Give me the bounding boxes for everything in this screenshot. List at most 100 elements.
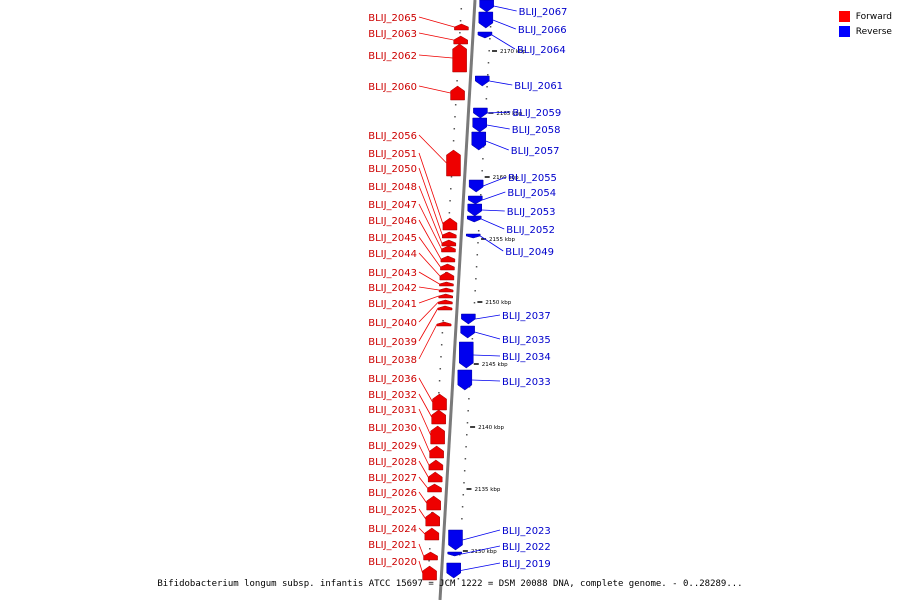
- forward-gene-arrow: [425, 511, 440, 527]
- forward-gene-label: BLIJ_2032: [368, 390, 417, 401]
- forward-gene-arrow: [438, 293, 453, 299]
- forward-leader-line: [418, 323, 438, 360]
- forward-leader-line: [418, 252, 441, 277]
- forward-leader-line: [418, 16, 455, 28]
- reverse-leader-line: [483, 176, 507, 187]
- forward-gene-arrow: [436, 321, 452, 327]
- forward-gene-arrow: [441, 245, 456, 253]
- forward-gene-label: BLIJ_2031: [368, 405, 417, 416]
- reverse-leader-line: [487, 111, 511, 114]
- reverse-leader-line: [485, 140, 509, 151]
- forward-gene-arrow: [442, 217, 458, 231]
- forward-gene-arrow: [439, 281, 454, 287]
- reverse-leader-line: [471, 379, 501, 382]
- reverse-gene-label: BLIJ_2019: [502, 559, 551, 570]
- track-dot: [485, 98, 488, 100]
- track-dot: [489, 38, 491, 40]
- reverse-gene-arrow: [448, 529, 463, 551]
- forward-leader-line: [418, 85, 451, 94]
- forward-gene-label: BLIJ_2042: [368, 283, 417, 294]
- track-dot: [487, 62, 490, 64]
- reverse-gene-arrow: [465, 233, 481, 239]
- forward-leader-line: [418, 295, 439, 304]
- forward-gene-arrow: [428, 459, 444, 471]
- track-dot: [450, 176, 453, 178]
- track-dot: [476, 254, 479, 256]
- forward-gene-arrow: [442, 231, 457, 239]
- reverse-leader-line: [480, 235, 504, 252]
- forward-leader-line: [418, 426, 431, 453]
- reverse-leader-line: [486, 124, 510, 130]
- track-dot: [463, 482, 465, 484]
- reverse-leader-line: [474, 331, 501, 340]
- forward-leader-line: [418, 408, 431, 436]
- tick-label: 2140 kbp: [478, 425, 504, 431]
- forward-leader-line: [418, 491, 427, 504]
- track-dot: [454, 104, 457, 106]
- reverse-gene-label: BLIJ_2055: [508, 173, 557, 184]
- track-dot: [448, 212, 451, 214]
- forward-leader-line: [418, 476, 428, 489]
- track-dot: [475, 278, 477, 280]
- track-dot: [457, 578, 460, 580]
- forward-leader-line: [418, 185, 443, 244]
- track-dot: [454, 116, 456, 118]
- genome-caption: Bifidobacterium longum subsp. infantis A…: [157, 579, 743, 589]
- forward-gene-arrow: [438, 287, 454, 293]
- reverse-leader-line: [473, 354, 501, 357]
- forward-gene-label: BLIJ_2040: [368, 318, 417, 329]
- reverse-leader-line: [489, 80, 513, 86]
- track-dot: [449, 200, 451, 202]
- forward-leader-line: [418, 236, 441, 268]
- reverse-gene-arrow: [475, 75, 490, 87]
- reverse-leader-line: [492, 19, 516, 30]
- reverse-gene-label: BLIJ_2061: [514, 81, 563, 92]
- reverse-gene-arrow: [467, 203, 482, 217]
- forward-leader-line: [418, 54, 453, 59]
- tick-label: 2145 kbp: [482, 362, 508, 368]
- reverse-leader-line: [461, 545, 501, 555]
- reverse-gene-arrow: [478, 11, 494, 29]
- forward-gene-label: BLIJ_2056: [368, 131, 417, 142]
- reverse-leader-line: [460, 562, 501, 571]
- track-dot: [438, 392, 440, 394]
- legend-reverse-label: Reverse: [855, 26, 892, 37]
- reverse-gene-arrow: [477, 31, 493, 39]
- reverse-gene-arrow: [461, 313, 476, 325]
- track-dot: [475, 266, 478, 268]
- forward-gene-label: BLIJ_2041: [368, 299, 417, 310]
- reverse-gene-arrow: [468, 179, 484, 193]
- track-dot: [459, 20, 462, 22]
- reverse-leader-line: [491, 34, 516, 50]
- track-dot: [474, 290, 476, 292]
- forward-leader-line: [418, 444, 430, 466]
- reverse-gene-label: BLIJ_2035: [502, 335, 551, 346]
- legend-forward-label: Forward: [855, 11, 892, 22]
- reverse-leader-line: [481, 218, 505, 230]
- reverse-gene-arrow: [472, 117, 487, 133]
- forward-leader-line: [418, 527, 426, 535]
- track-dot: [439, 368, 442, 370]
- track-dot: [477, 242, 479, 244]
- forward-gene-arrow: [431, 409, 446, 425]
- forward-gene-label: BLIJ_2029: [368, 441, 417, 452]
- track-dot: [462, 494, 465, 496]
- track-dot: [463, 470, 466, 472]
- forward-gene-label: BLIJ_2021: [368, 540, 417, 551]
- track-dot: [459, 32, 461, 34]
- tick-label: 2130 kbp: [471, 549, 497, 555]
- reverse-gene-label: BLIJ_2057: [511, 146, 560, 157]
- forward-gene-label: BLIJ_2026: [368, 488, 417, 499]
- forward-gene-label: BLIJ_2047: [368, 200, 417, 211]
- forward-gene-arrow: [450, 85, 465, 101]
- track-dot: [480, 194, 482, 196]
- forward-leader-line: [418, 152, 444, 225]
- forward-gene-arrow: [427, 483, 442, 493]
- forward-gene-label: BLIJ_2039: [368, 337, 417, 348]
- reverse-gene-label: BLIJ_2034: [502, 352, 551, 363]
- forward-leader-line: [418, 134, 447, 164]
- forward-gene-label: BLIJ_2060: [368, 82, 417, 93]
- forward-gene-arrow: [426, 495, 441, 511]
- track-dot: [473, 302, 476, 304]
- reverse-gene-label: BLIJ_2058: [512, 125, 561, 136]
